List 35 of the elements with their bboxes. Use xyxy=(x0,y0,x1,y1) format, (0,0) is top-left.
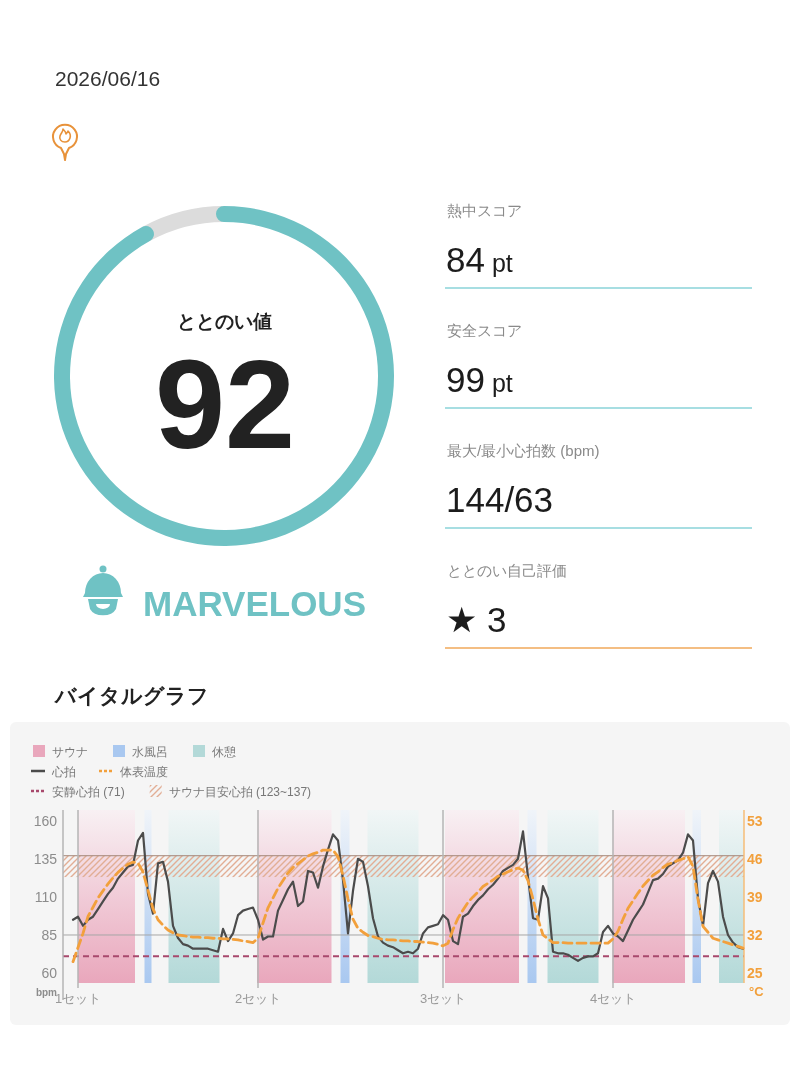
text: ととのい自己評価 xyxy=(447,562,567,579)
text: ★ 3 xyxy=(446,600,507,639)
y2-axis-title: °C xyxy=(749,984,765,999)
x-tick-label: 4セット xyxy=(589,991,637,1006)
legend-label: サウナ目安心拍 (123~137) xyxy=(168,785,312,799)
text: 99 pt xyxy=(446,360,513,399)
y-tick-label: 85 xyxy=(41,926,58,943)
chart-title: バイタルグラフ xyxy=(54,684,209,707)
text: 休憩 xyxy=(212,745,236,759)
text: ととのい値 xyxy=(176,311,272,332)
text: 144/63 xyxy=(446,480,554,519)
data-label: 92 xyxy=(154,334,296,475)
text: 最大/最小心拍数 (bpm) xyxy=(447,442,600,459)
y2-tick-label: 53 xyxy=(747,812,763,829)
y2-tick-label: 46 xyxy=(747,850,763,867)
text: 水風呂 xyxy=(132,745,168,759)
text: 2026/06/16 xyxy=(55,67,161,90)
y2-tick-label: 39 xyxy=(747,888,763,905)
y-tick-label: 60 xyxy=(41,965,58,982)
legend-label: 心拍 xyxy=(52,765,76,779)
text: 安全スコア xyxy=(447,322,522,339)
y-tick-label: 135 xyxy=(33,850,58,867)
text: サウナ xyxy=(52,745,88,759)
legend-label: 安静心拍 (71) xyxy=(52,785,125,799)
x-tick-label: 3セット xyxy=(419,991,467,1006)
text: 熱中スコア xyxy=(447,202,522,219)
legend-label: 体表温度 xyxy=(120,765,168,779)
text: MARVELOUS xyxy=(143,584,366,623)
y2-tick-label: 32 xyxy=(747,926,763,943)
x-tick-label: 2セット xyxy=(234,991,282,1006)
donut-slice xyxy=(54,206,394,546)
text: 84 pt xyxy=(446,240,513,279)
y-tick-label: 160 xyxy=(33,812,58,829)
y-tick-label: 110 xyxy=(34,888,58,905)
y2-tick-label: 25 xyxy=(747,965,763,982)
